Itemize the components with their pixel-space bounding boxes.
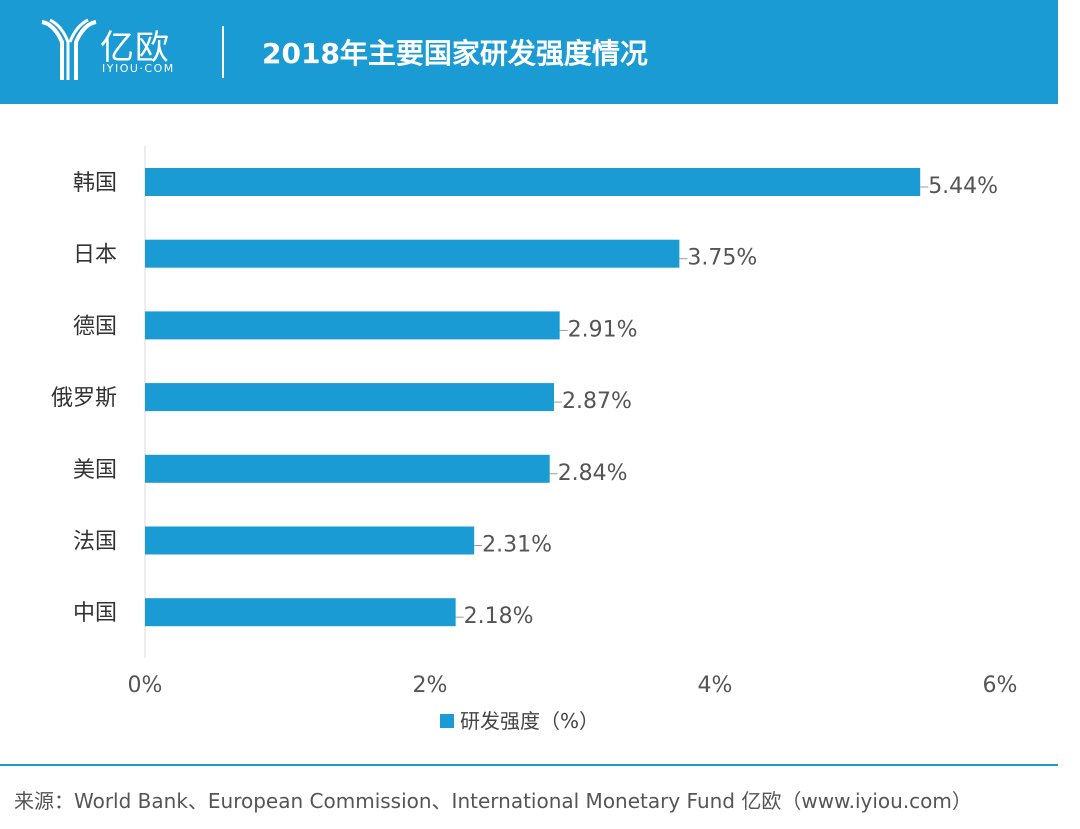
bar xyxy=(145,311,560,340)
footer-divider xyxy=(0,764,1058,766)
data-label: 2.18% xyxy=(464,604,534,629)
logo-y-icon xyxy=(41,18,97,80)
logo-domain: IYIOU·COM xyxy=(102,62,175,75)
legend-label: 研发强度（%） xyxy=(460,709,599,733)
bar xyxy=(145,239,680,268)
data-label: 2.87% xyxy=(562,389,632,414)
legend-swatch xyxy=(440,714,454,728)
source-note: 来源：World Bank、European Commission、Intern… xyxy=(14,789,972,813)
category-label: 中国 xyxy=(73,601,117,626)
category-label: 韩国 xyxy=(73,171,117,196)
data-label: 5.44% xyxy=(928,174,998,199)
data-label: 2.84% xyxy=(558,461,628,486)
x-tick-label: 0% xyxy=(128,673,163,698)
page-title: 2018年主要国家研发强度情况 xyxy=(262,37,648,70)
category-label: 俄罗斯 xyxy=(51,386,117,411)
bar xyxy=(145,526,475,555)
brand-logo: 亿欧 IYIOU·COM xyxy=(40,18,190,84)
bar xyxy=(145,598,456,627)
bar-chart: 韩国 5.44% 日本 3.75% 德国 2.91% 俄罗斯 2.87% 美国 2.84% 法国 2.… xyxy=(51,146,1018,733)
category-label: 法国 xyxy=(73,530,117,555)
bar xyxy=(145,383,554,412)
category-label: 日本 xyxy=(73,243,117,268)
data-label: 2.91% xyxy=(568,317,638,342)
x-tick-label: 2% xyxy=(413,673,448,698)
category-label: 德国 xyxy=(73,314,117,339)
logo-text: 亿欧 xyxy=(100,28,170,68)
header-divider xyxy=(222,26,224,78)
data-label: 2.31% xyxy=(482,533,552,558)
header-banner: 亿欧 IYIOU·COM 2018年主要国家研发强度情况 xyxy=(0,0,1058,104)
bar xyxy=(145,454,550,483)
data-label: 3.75% xyxy=(687,246,757,271)
category-label: 美国 xyxy=(73,458,117,483)
x-tick-label: 6% xyxy=(983,673,1018,698)
bar xyxy=(145,168,921,196)
x-tick-label: 4% xyxy=(698,673,733,698)
